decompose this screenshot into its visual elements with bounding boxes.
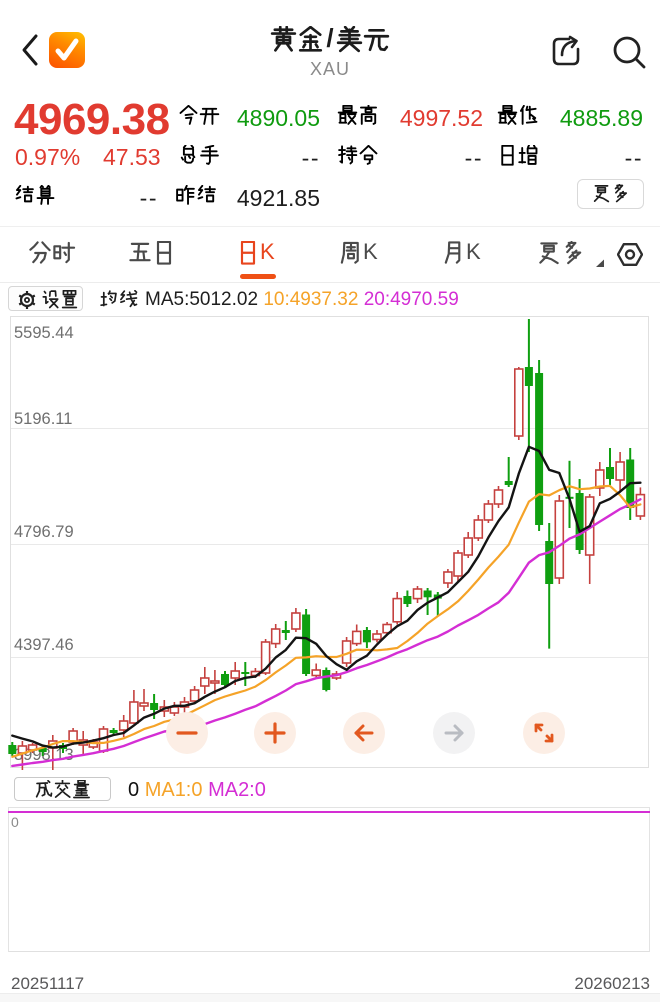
svg-text:4796.79: 4796.79 xyxy=(14,523,74,541)
svg-text:5595.44: 5595.44 xyxy=(14,324,74,342)
svg-text:4397.46: 4397.46 xyxy=(14,636,74,654)
svg-text:5196.11: 5196.11 xyxy=(14,410,72,428)
